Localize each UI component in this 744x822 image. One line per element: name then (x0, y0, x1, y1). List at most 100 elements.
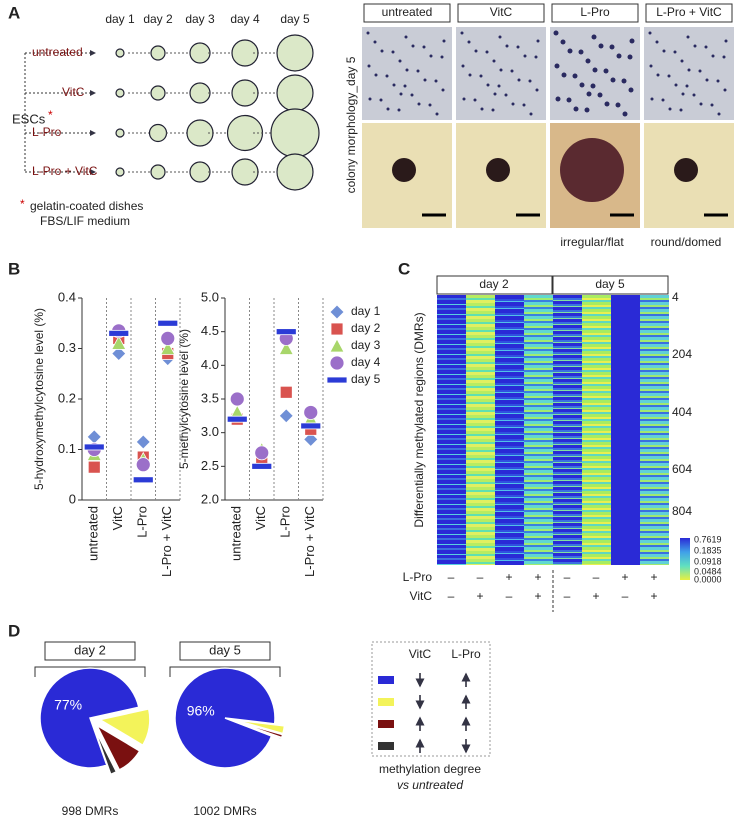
marker (135, 457, 151, 473)
photo-dot (656, 73, 660, 77)
photo-dot (628, 87, 634, 93)
photo-dot (655, 40, 659, 44)
photo-dot (621, 78, 627, 84)
marker (111, 345, 127, 362)
photo-dot (442, 39, 446, 43)
heatmap-header: day 2 (479, 277, 509, 291)
photo-dot (410, 93, 414, 97)
x-tick-label: L-Pro + VitC (159, 506, 174, 577)
colony (189, 42, 211, 64)
photo-dot (699, 102, 703, 106)
photo-dot (592, 67, 598, 73)
header-box (457, 3, 545, 23)
marker (160, 340, 176, 355)
legend-caption: vs untreated (397, 778, 463, 792)
bracket (34, 666, 146, 677)
photo-dot (366, 31, 370, 35)
photo-dot (504, 93, 508, 97)
x-tick-label: VitC (253, 506, 268, 530)
photo-dot (534, 55, 538, 59)
photo-dot (573, 106, 579, 112)
photo-dot (710, 103, 714, 107)
photo-dot (435, 112, 439, 116)
marker (160, 330, 176, 346)
photo-dot (397, 108, 401, 112)
colony (150, 164, 166, 180)
colony (148, 123, 168, 143)
title-box (44, 641, 136, 661)
photo-dot (687, 68, 691, 72)
day-label: day 5 (280, 12, 310, 26)
condition-sign: – (564, 589, 571, 603)
condition-label: VitC (410, 589, 433, 603)
y-tick-label: 0.2 (58, 390, 76, 405)
pie-caption: 998 DMRs (62, 804, 119, 818)
condition-sign: + (476, 589, 483, 603)
marker (111, 335, 127, 350)
photo-dot (428, 103, 432, 107)
photo-dot (479, 74, 483, 78)
photo-dot (584, 107, 590, 113)
photo-colony (486, 158, 510, 182)
row-tick: 604 (672, 462, 692, 476)
header-box (436, 275, 553, 295)
footnote: gelatin-coated dishes (30, 199, 143, 213)
condition-sign: + (650, 570, 657, 584)
marker (135, 434, 151, 450)
photo-dot (648, 31, 652, 35)
photo-dot (567, 48, 573, 54)
panel-letter: C (398, 259, 410, 278)
y-axis-label: 5-methylcytosine level (%) (177, 329, 191, 469)
photo-dot (474, 49, 478, 53)
marker (86, 429, 102, 445)
photo-dot (434, 79, 438, 83)
header-box (363, 3, 451, 23)
day-label: day 4 (230, 12, 260, 26)
marker (251, 462, 273, 470)
photo-dot (723, 88, 727, 92)
photo-dot (367, 64, 371, 68)
heatmap-column (611, 295, 640, 565)
colony (150, 85, 166, 101)
photo-dot (379, 98, 383, 102)
photo (644, 27, 734, 120)
photo-dot (553, 30, 559, 36)
pie-slice (97, 707, 151, 747)
heatmap-column (640, 295, 669, 565)
heatmap-column (553, 295, 582, 565)
legend-header: VitC (409, 647, 432, 661)
photo-dot (380, 49, 384, 53)
pie-slice (174, 667, 276, 769)
marker (87, 460, 101, 474)
photo-dot (368, 97, 372, 101)
legend-label: day 1 (351, 304, 381, 318)
x-tick-label: untreated (229, 506, 244, 561)
marker (300, 422, 322, 430)
heatmap-header: day 5 (595, 277, 625, 291)
title-box (179, 641, 271, 661)
legend-marker (329, 304, 345, 320)
pie-slice (39, 667, 140, 769)
photo-dot (441, 88, 445, 92)
photo-dot (392, 83, 396, 87)
legend-label: day 5 (351, 372, 381, 386)
header-box (551, 3, 639, 23)
photo-dot (374, 73, 378, 77)
photo-dot (704, 45, 708, 49)
colony (276, 34, 314, 72)
colony (270, 108, 320, 158)
photo-caption: round/domed (651, 235, 722, 249)
photo-dot (462, 97, 466, 101)
photo-dot (591, 34, 597, 40)
pie-slice (94, 723, 141, 771)
condition-sign: + (621, 570, 628, 584)
heatmap-column (524, 295, 553, 565)
legend-marker (329, 355, 345, 371)
legend-swatch (378, 720, 394, 728)
photo-header: L-Pro + VitC (656, 5, 722, 19)
row-label: VitC (62, 85, 85, 99)
photo-dot (498, 35, 502, 39)
value-label: 77% (54, 697, 82, 713)
colony (115, 88, 125, 98)
